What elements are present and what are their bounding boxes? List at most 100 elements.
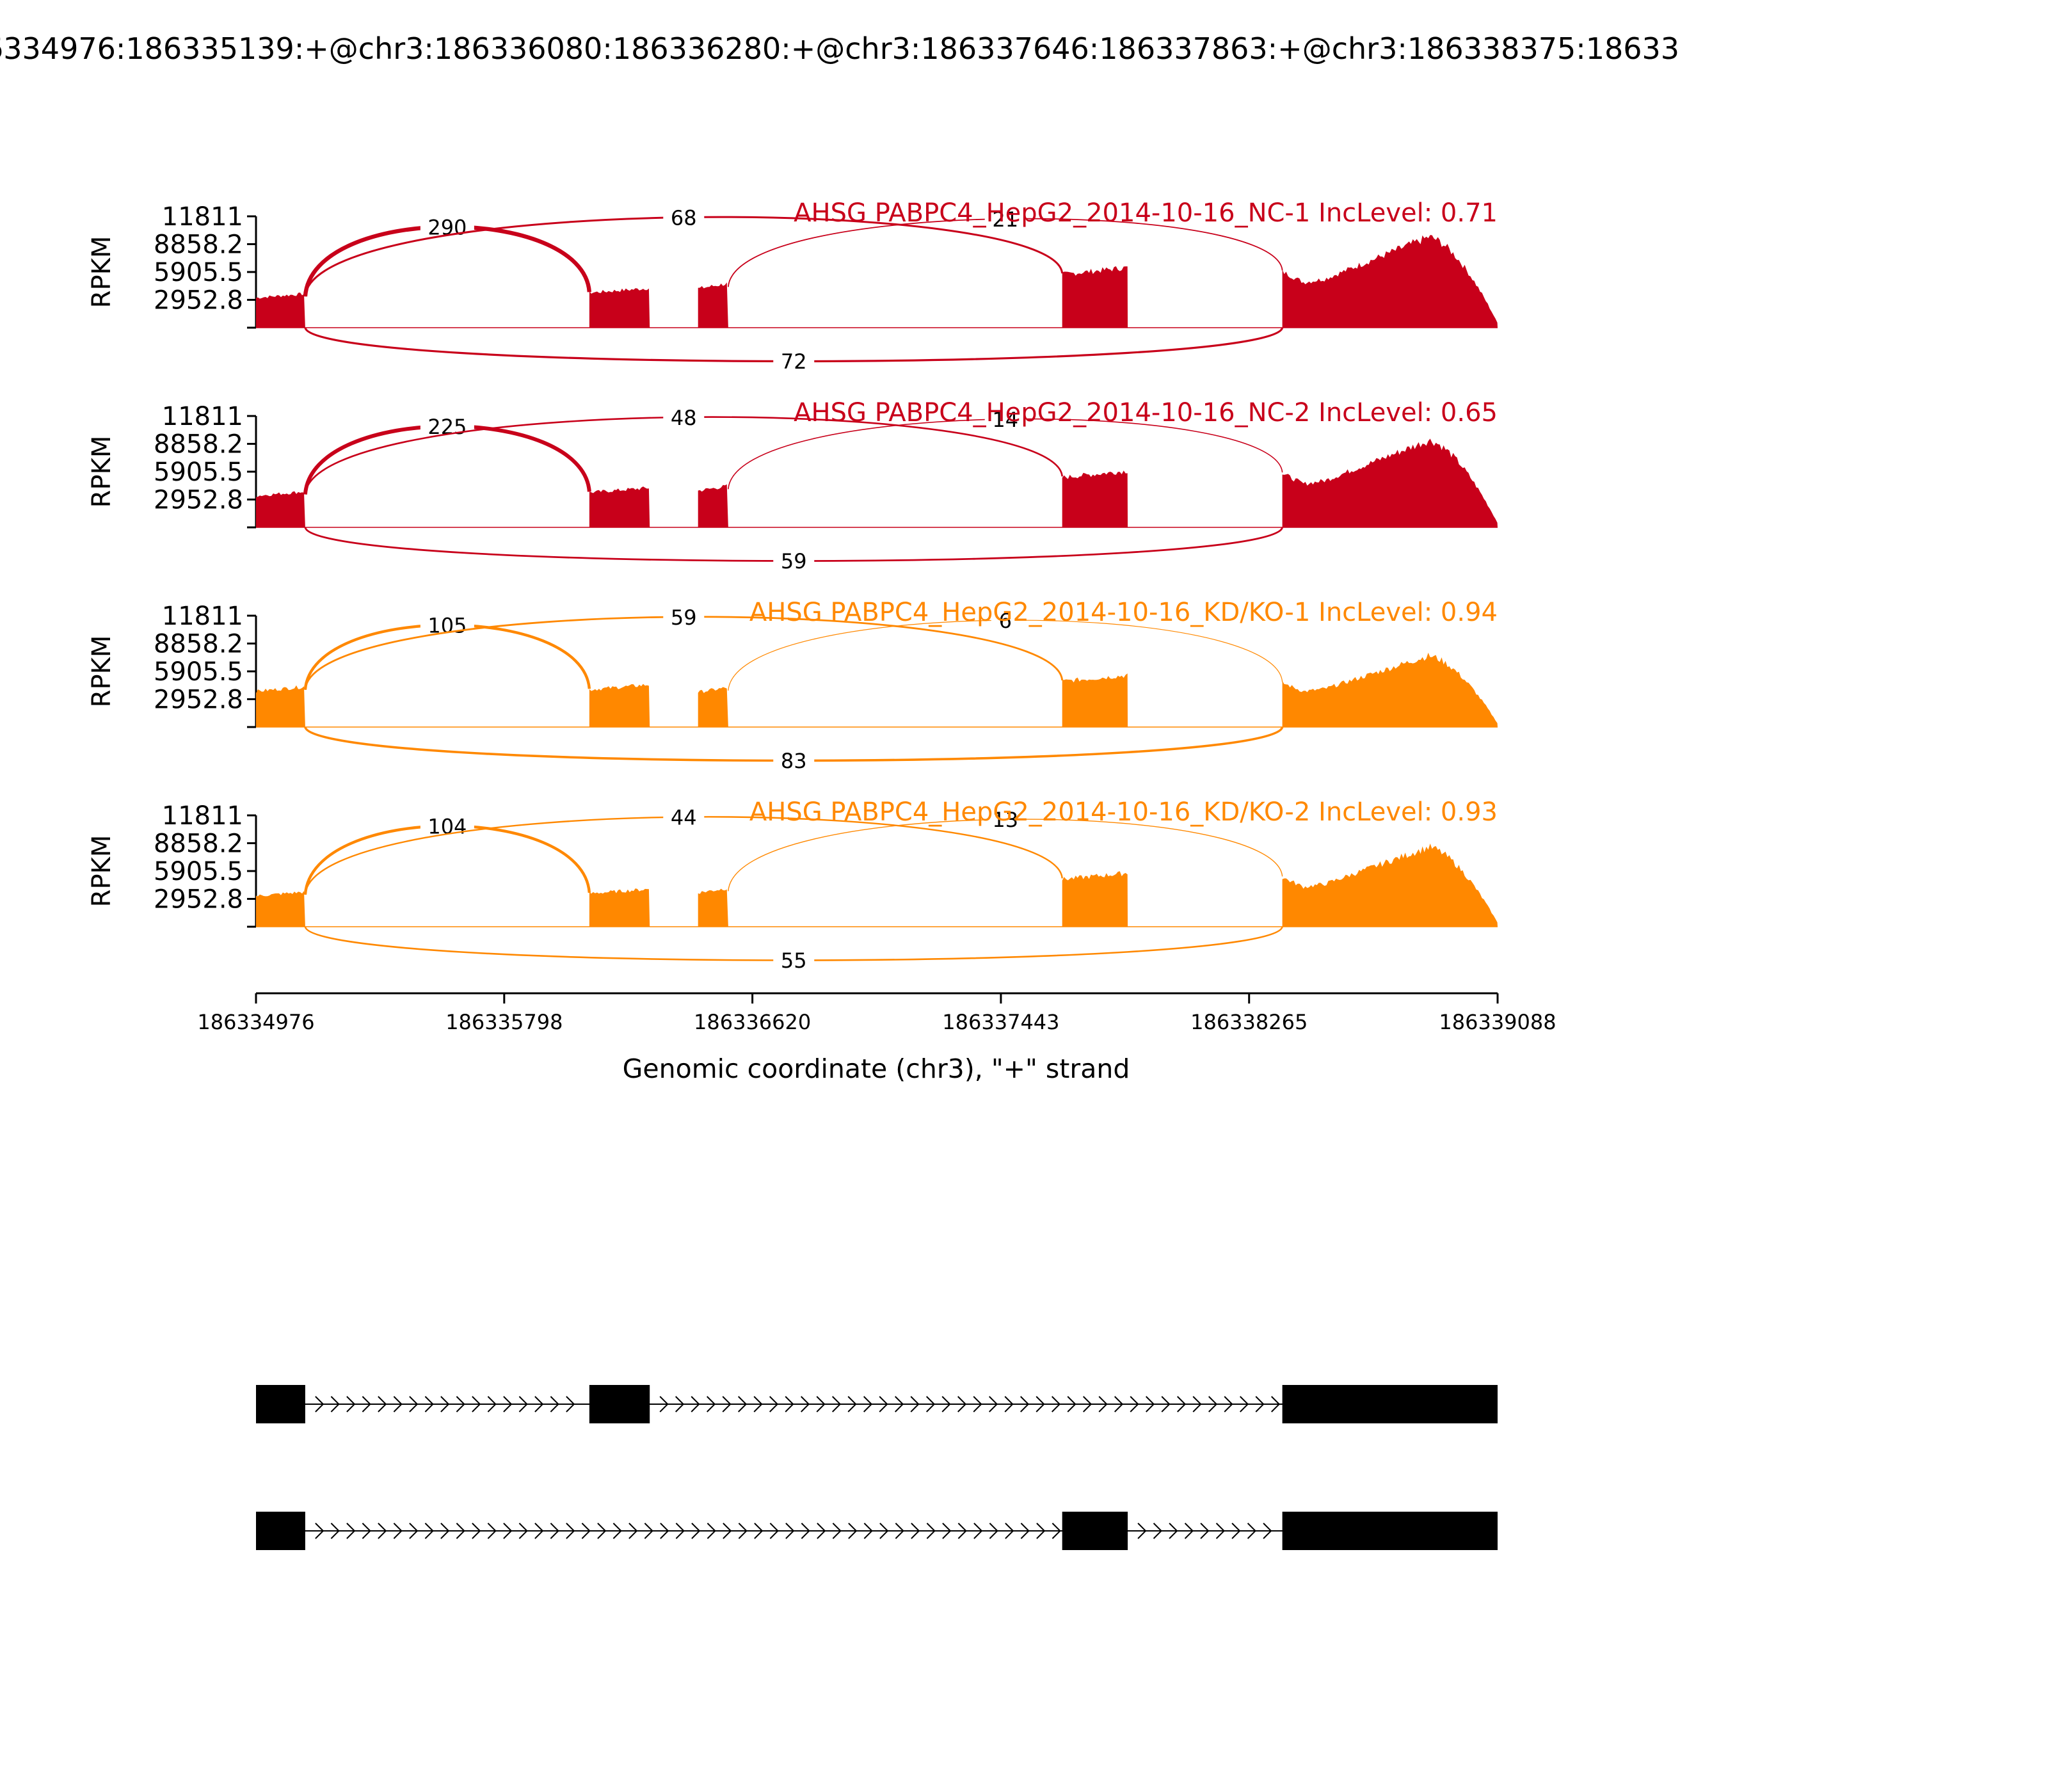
strand-arrow [847, 1396, 857, 1412]
strand-arrow [942, 1523, 952, 1539]
strand-arrow [550, 1523, 559, 1539]
strand-arrow [440, 1523, 450, 1539]
coverage-exon [256, 292, 305, 328]
strand-arrow [1263, 1523, 1272, 1539]
strand-arrow [785, 1523, 795, 1539]
y-tick-label: 11811 [162, 801, 243, 831]
exon-block [256, 1512, 305, 1550]
junction-label-bg [663, 207, 705, 230]
x-tick-label: 186338265 [1190, 1010, 1308, 1034]
coverage-exon [256, 891, 305, 927]
strand-arrow [1255, 1396, 1265, 1412]
y-tick-label: 5905.5 [154, 857, 243, 886]
strand-arrow [393, 1396, 403, 1412]
y-tick-label: 11811 [162, 402, 243, 431]
coverage-exon [698, 484, 728, 527]
junction-label-bg [663, 606, 705, 630]
coverage-exon [698, 282, 728, 328]
strand-arrow [707, 1523, 716, 1539]
coverage-exon [1282, 235, 1498, 328]
strand-arrow [1036, 1523, 1046, 1539]
strand-arrow [472, 1523, 481, 1539]
strand-arrow [1169, 1523, 1178, 1539]
strand-arrow [1231, 1523, 1241, 1539]
strand-arrow [378, 1396, 387, 1412]
junction-label-bg [420, 815, 474, 839]
strand-arrow [1192, 1396, 1202, 1412]
strand-arrow [989, 1523, 998, 1539]
strand-arrow [973, 1523, 983, 1539]
strand-arrow [1052, 1523, 1061, 1539]
y-axis-label: RPKM [87, 835, 116, 908]
coverage-exon [698, 888, 728, 927]
strand-arrow [895, 1396, 904, 1412]
strand-arrow [675, 1523, 685, 1539]
x-tick-label: 186339088 [1439, 1010, 1556, 1034]
coverage-exon [589, 888, 650, 927]
strand-arrow [659, 1396, 669, 1412]
strand-arrow [315, 1396, 324, 1412]
coverage-exon [1062, 266, 1128, 328]
y-tick-label: 8858.2 [154, 430, 243, 460]
strand-arrow [315, 1523, 324, 1539]
coverage-exon [1282, 652, 1498, 727]
x-tick-label: 186335798 [445, 1010, 563, 1034]
junction-label-bg [663, 806, 705, 830]
junction-label-bg [991, 610, 1020, 634]
junction-count: 6 [999, 609, 1012, 633]
strand-arrow [691, 1396, 700, 1412]
strand-arrow [487, 1396, 497, 1412]
strand-arrow [738, 1396, 748, 1412]
coverage-exon [589, 684, 650, 727]
y-axis-label: RPKM [87, 236, 116, 308]
strand-arrow [957, 1396, 967, 1412]
strand-arrow [660, 1523, 669, 1539]
strand-arrow [723, 1523, 732, 1539]
y-tick-label: 11811 [162, 202, 243, 232]
strand-arrow [691, 1523, 701, 1539]
strand-arrow [1153, 1523, 1162, 1539]
junction-count: 13 [992, 808, 1018, 832]
strand-arrow [1005, 1523, 1014, 1539]
strand-arrow [362, 1523, 371, 1539]
strand-arrow [1240, 1396, 1249, 1412]
junction-label-bg [420, 614, 474, 638]
strand-arrow [753, 1396, 763, 1412]
junction-count: 225 [428, 415, 467, 439]
strand-arrow [754, 1523, 764, 1539]
strand-arrow [1271, 1396, 1281, 1412]
junction-label-bg [773, 950, 815, 973]
junction-label-bg [420, 415, 474, 439]
y-tick-label: 2952.8 [154, 885, 243, 915]
x-tick-label: 186336620 [694, 1010, 811, 1034]
coverage-exon [589, 486, 650, 527]
strand-arrow [503, 1523, 513, 1539]
strand-arrow [628, 1523, 638, 1539]
strand-arrow [409, 1396, 419, 1412]
plot-title: 6334976:186335139:+@chr3:186336080:18633… [0, 31, 1679, 66]
strand-arrow [769, 1396, 779, 1412]
x-axis-label: Genomic coordinate (chr3), "+" strand [623, 1053, 1130, 1084]
junction-count: 68 [671, 206, 697, 230]
x-tick-label: 186334976 [197, 1010, 314, 1034]
strand-arrow [1098, 1396, 1108, 1412]
strand-arrow [1114, 1396, 1124, 1412]
x-tick-label: 186337443 [942, 1010, 1059, 1034]
strand-arrow [1200, 1523, 1210, 1539]
strand-arrow [409, 1523, 419, 1539]
strand-arrow [957, 1523, 967, 1539]
exon-block [1282, 1512, 1498, 1550]
strand-arrow [1020, 1396, 1030, 1412]
strand-arrow [1177, 1396, 1187, 1412]
strand-arrow [487, 1523, 497, 1539]
sample-label: AHSG PABPC4_HepG2_2014-10-16_KD/KO-2 Inc… [749, 797, 1498, 827]
strand-arrow [612, 1523, 622, 1539]
y-tick-label: 5905.5 [154, 258, 243, 287]
junction-count: 55 [781, 948, 807, 973]
strand-arrow [1208, 1396, 1218, 1412]
strand-arrow [911, 1523, 920, 1539]
coverage-exon [589, 288, 650, 328]
